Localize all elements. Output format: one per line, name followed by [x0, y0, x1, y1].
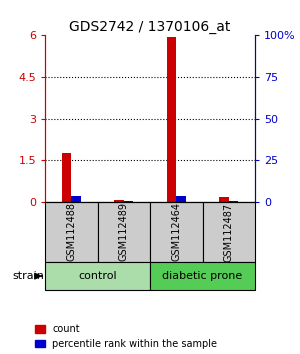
Text: GSM112487: GSM112487 — [224, 202, 234, 262]
Bar — [124, 201, 133, 202]
Bar — [45, 202, 98, 262]
Text: GSM112464: GSM112464 — [171, 202, 181, 262]
Bar — [150, 202, 202, 262]
Bar — [167, 37, 176, 202]
Bar — [98, 202, 150, 262]
Text: diabetic prone: diabetic prone — [162, 271, 243, 281]
Bar — [229, 201, 238, 202]
Bar — [45, 262, 150, 290]
Text: GSM112488: GSM112488 — [66, 202, 76, 262]
Bar — [219, 197, 229, 202]
Text: control: control — [78, 271, 117, 281]
Text: GSM112489: GSM112489 — [119, 202, 129, 262]
Bar — [114, 200, 124, 202]
Bar — [62, 153, 71, 202]
Bar — [71, 196, 81, 202]
Title: GDS2742 / 1370106_at: GDS2742 / 1370106_at — [69, 21, 231, 34]
Text: strain: strain — [12, 271, 44, 281]
Bar — [150, 262, 255, 290]
Bar — [202, 202, 255, 262]
Bar — [176, 196, 186, 202]
Legend: count, percentile rank within the sample: count, percentile rank within the sample — [35, 324, 218, 349]
